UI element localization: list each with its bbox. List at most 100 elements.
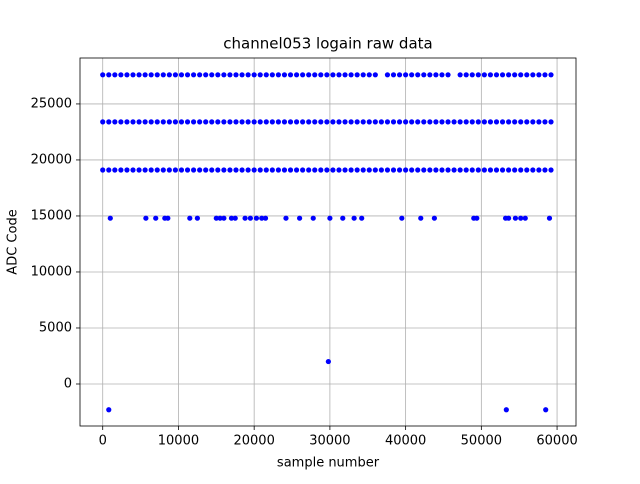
point xyxy=(536,72,542,78)
point xyxy=(506,215,512,221)
point xyxy=(287,119,294,125)
point xyxy=(354,119,360,125)
point xyxy=(209,72,215,78)
point xyxy=(384,119,391,125)
point xyxy=(342,72,348,78)
point xyxy=(366,119,372,125)
point xyxy=(269,167,275,173)
point xyxy=(542,72,548,78)
point xyxy=(154,72,160,78)
point xyxy=(112,119,118,125)
point xyxy=(396,119,403,125)
point xyxy=(348,72,354,78)
point xyxy=(312,72,318,78)
y-tick-label: 5000 xyxy=(39,320,72,335)
point xyxy=(336,72,342,78)
point xyxy=(439,72,445,78)
point xyxy=(503,407,509,413)
point xyxy=(378,119,384,125)
point xyxy=(221,167,227,173)
point xyxy=(396,167,403,173)
y-tick-label: 10000 xyxy=(31,264,72,279)
point xyxy=(148,167,154,173)
point xyxy=(233,167,239,173)
point xyxy=(148,72,154,78)
x-tick-label: 10000 xyxy=(158,434,199,449)
point xyxy=(512,119,518,125)
point xyxy=(530,119,536,125)
point xyxy=(342,167,348,173)
point xyxy=(227,72,233,78)
point xyxy=(118,167,124,173)
point xyxy=(439,119,445,125)
point xyxy=(136,167,142,173)
point xyxy=(325,358,331,365)
point xyxy=(342,119,348,125)
x-tick-label: 40000 xyxy=(385,434,426,449)
point xyxy=(474,215,480,221)
point xyxy=(312,167,318,173)
point xyxy=(262,215,269,221)
point xyxy=(107,215,113,221)
point xyxy=(178,167,185,173)
point xyxy=(160,167,166,173)
y-axis-label: ADC Code xyxy=(6,209,21,274)
point xyxy=(324,72,330,78)
point xyxy=(178,72,185,78)
point xyxy=(318,119,324,125)
point xyxy=(251,119,257,125)
point xyxy=(275,72,281,78)
point xyxy=(548,167,554,173)
point xyxy=(312,119,318,125)
point xyxy=(433,72,439,78)
point xyxy=(348,119,354,125)
point xyxy=(512,215,519,221)
point xyxy=(475,72,481,78)
point xyxy=(415,167,421,173)
point xyxy=(263,72,269,78)
point xyxy=(451,167,457,173)
point xyxy=(253,215,260,221)
point xyxy=(518,167,524,173)
point xyxy=(330,119,336,125)
point xyxy=(197,119,203,125)
point xyxy=(463,72,469,78)
point xyxy=(445,72,451,78)
point xyxy=(242,215,248,221)
x-tick-label: 30000 xyxy=(309,434,350,449)
point xyxy=(372,167,378,173)
point xyxy=(269,119,275,125)
point xyxy=(166,167,172,173)
point xyxy=(481,167,487,173)
point xyxy=(136,119,142,125)
point xyxy=(433,167,439,173)
point xyxy=(197,72,203,78)
point xyxy=(300,119,306,125)
point xyxy=(232,215,238,221)
point xyxy=(184,72,191,78)
point xyxy=(269,72,275,78)
point xyxy=(217,215,223,221)
point xyxy=(330,167,336,173)
y-tick-label: 0 xyxy=(64,376,72,391)
point xyxy=(384,72,391,78)
point xyxy=(390,119,397,125)
point xyxy=(209,167,215,173)
point xyxy=(493,72,500,78)
point xyxy=(203,167,209,173)
point xyxy=(184,167,191,173)
point xyxy=(190,167,197,173)
point xyxy=(263,167,269,173)
point xyxy=(178,119,185,125)
point xyxy=(233,119,239,125)
point xyxy=(221,119,227,125)
point xyxy=(469,119,475,125)
point xyxy=(287,167,294,173)
point xyxy=(384,167,391,173)
point xyxy=(403,119,409,125)
point xyxy=(354,167,360,173)
point xyxy=(518,119,524,125)
point xyxy=(100,119,106,125)
point xyxy=(546,215,553,221)
